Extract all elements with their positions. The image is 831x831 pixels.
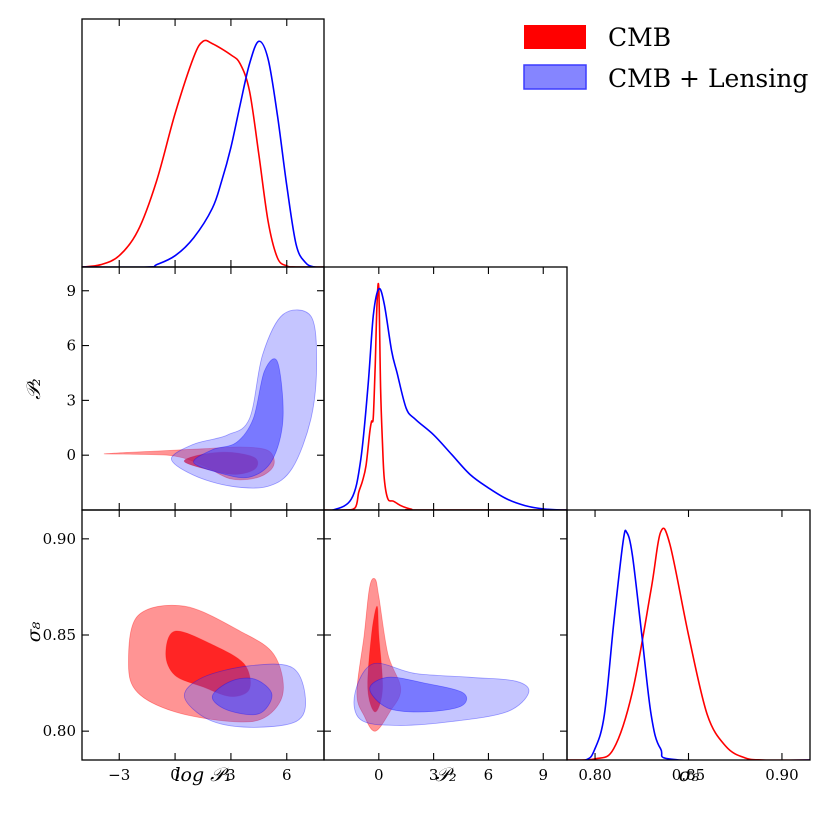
legend-label-lensing: CMB + Lensing xyxy=(608,64,808,93)
yticklabel-P2-2: 6 xyxy=(66,337,76,355)
xticklabel-sigma8-1: 0.85 xyxy=(672,766,705,784)
yticklabel-P2-1: 3 xyxy=(66,391,76,409)
xticklabel-P2-3: 9 xyxy=(538,766,548,784)
contour-panel-P2_vs_logP1 xyxy=(103,309,318,489)
contour-panel-sigma8_vs_logP1 xyxy=(128,604,306,728)
xlabel-sigma8: σ₈ xyxy=(679,764,700,786)
ylabel-sigma8: σ₈ xyxy=(23,621,45,642)
marginal-line-cmb-sigma8 xyxy=(567,527,810,760)
xticklabel-sigma8-2: 0.90 xyxy=(765,766,798,784)
xticklabel-logP1-1: 0 xyxy=(170,766,180,784)
legend-swatch-lensing xyxy=(523,64,587,90)
marginal-line-cmb-P2 xyxy=(324,282,567,510)
yticklabel-sigma8-0: 0.80 xyxy=(43,722,76,740)
marginal-line-cmb-logP1 xyxy=(82,39,324,267)
panel-frame-c1-r1 xyxy=(323,266,568,511)
marginal-panel-sigma8 xyxy=(567,527,810,760)
marginal-line-layer xyxy=(82,39,810,760)
yticklabel-sigma8-1: 0.85 xyxy=(43,626,76,644)
contour-lensing-inner-sigma8_vs_logP1 xyxy=(211,677,273,716)
xlabel-P2: 𝒫₂ xyxy=(435,764,456,786)
panel-frame-c0-r0 xyxy=(81,18,325,268)
legend-label-cmb: CMB xyxy=(608,23,671,52)
xticklabel-logP1-0: −3 xyxy=(108,766,130,784)
contour-lensing-inner-P2_vs_logP1 xyxy=(193,358,284,479)
contour-lensing-inner-sigma8_vs_P2 xyxy=(369,676,468,713)
marginal-line-lensing-logP1 xyxy=(82,40,324,267)
contour-fill-layer xyxy=(103,309,530,732)
xlabel-logP1: log 𝒫₁ xyxy=(174,764,231,786)
tick-layer: −3 0 3 6 0 3 6 9 0.80 0.85 0.90 0 3 6 9 0.80 0.85 0.90 xyxy=(43,19,799,784)
xticklabel-sigma8-0: 0.80 xyxy=(578,766,611,784)
yticklabel-P2-3: 9 xyxy=(66,282,76,300)
xticklabel-logP1-3: 6 xyxy=(282,766,292,784)
marginal-line-lensing-P2 xyxy=(324,287,567,510)
xticklabel-P2-1: 3 xyxy=(429,766,439,784)
contour-panel-sigma8_vs_P2 xyxy=(353,578,530,732)
legend: CMB CMB + Lensing xyxy=(523,23,808,93)
yticklabel-sigma8-2: 0.90 xyxy=(43,530,76,548)
marginal-line-lensing-sigma8 xyxy=(567,529,810,760)
xticklabel-P2-2: 6 xyxy=(484,766,494,784)
xticklabel-logP1-2: 3 xyxy=(226,766,236,784)
marginal-panel-logP1 xyxy=(82,39,324,267)
contour-lensing-outer-P2_vs_logP1 xyxy=(170,309,318,489)
marginal-panel-P2 xyxy=(324,282,567,510)
yticklabel-P2-0: 0 xyxy=(66,446,76,464)
ylabel-P2: 𝒫₂ xyxy=(23,378,45,399)
xticklabel-P2-0: 0 xyxy=(374,766,384,784)
legend-swatch-cmb xyxy=(524,25,586,49)
